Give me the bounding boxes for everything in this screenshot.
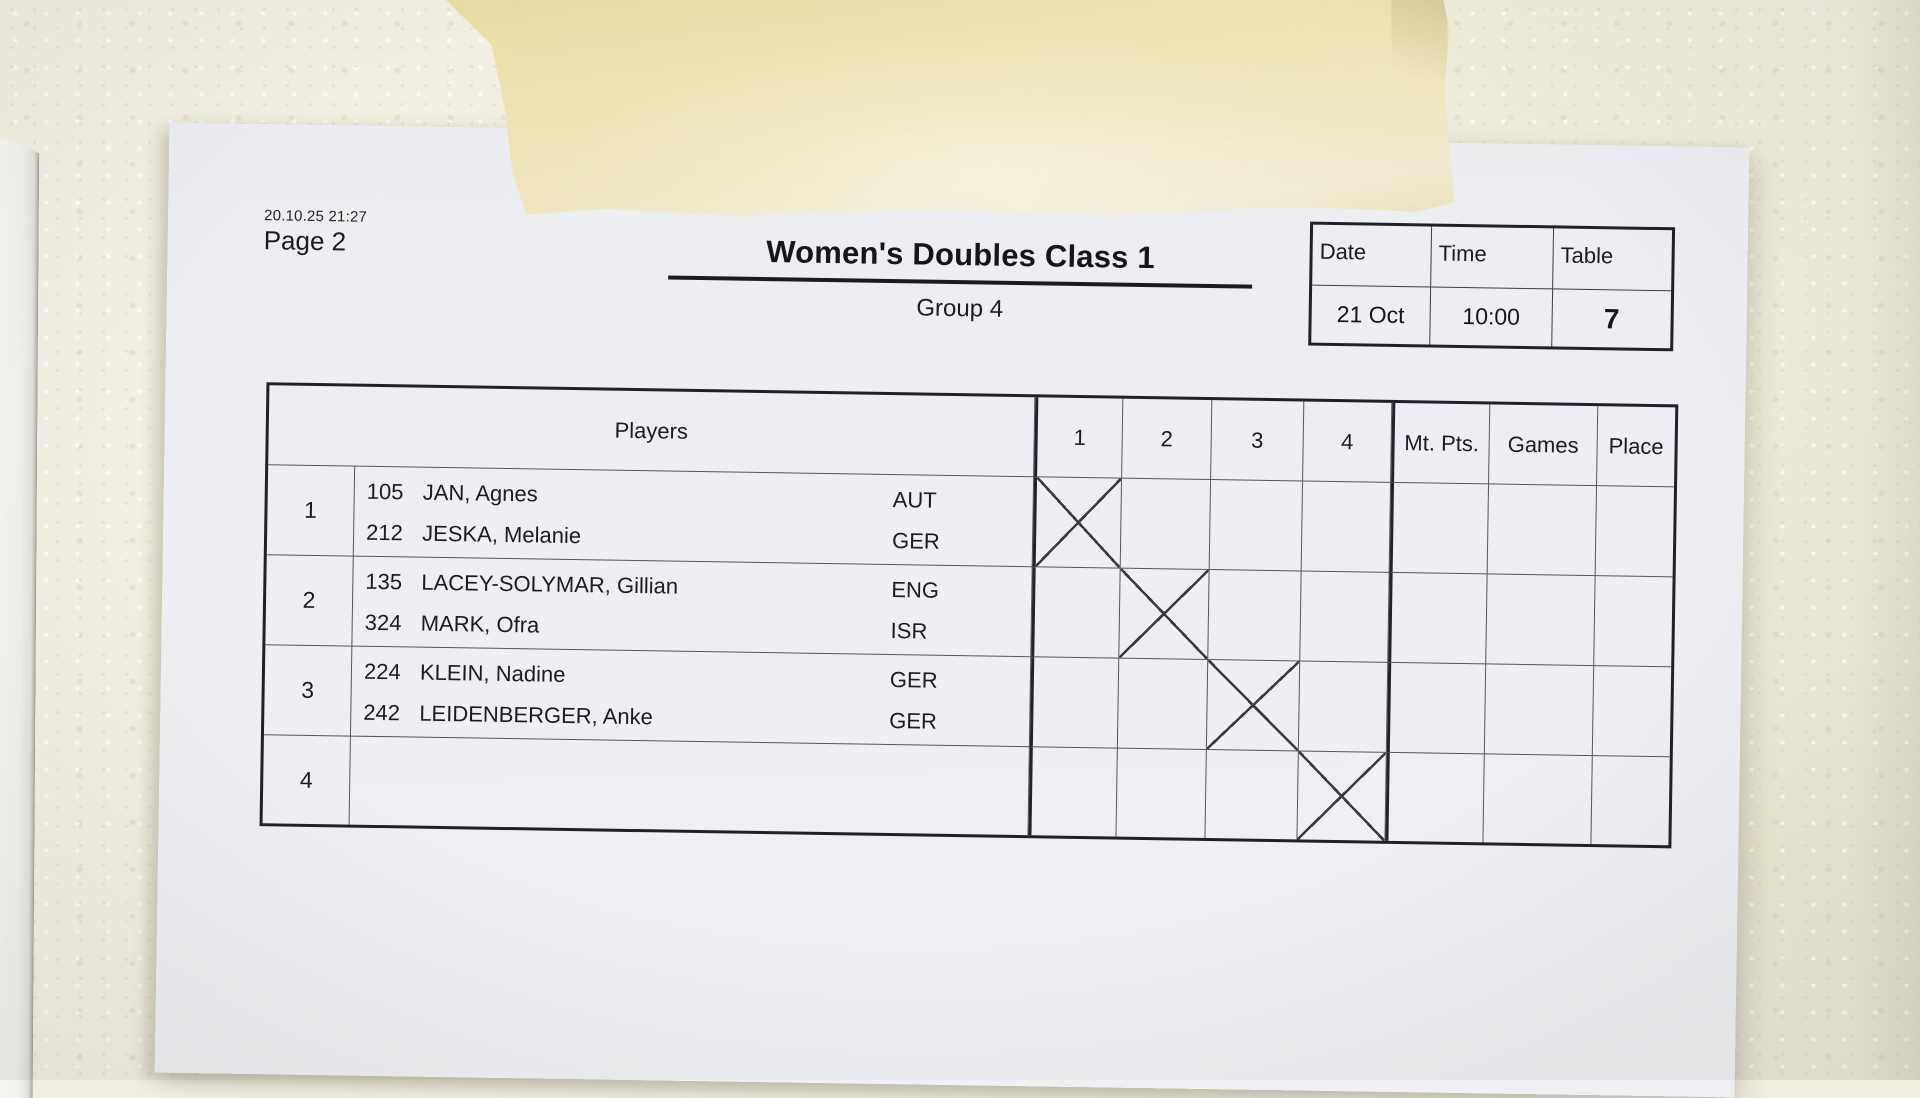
score-cell [1031, 567, 1121, 659]
player-line: 324 MARK, Ofra ISR [352, 603, 1031, 652]
players-column-header: Players [268, 385, 1036, 478]
match-points-cell [1385, 752, 1485, 843]
player-nationality: AUT [892, 487, 937, 513]
score-cell [1029, 657, 1120, 749]
player-name: JAN, Agnes [422, 479, 538, 507]
table-label: Table [1553, 228, 1673, 292]
player-line: 242 LEIDENBERGER, Anke GER [351, 693, 1030, 742]
player-number: 242 [363, 699, 401, 726]
player-number: 105 [366, 479, 404, 505]
match-points-cell [1389, 482, 1490, 575]
score-cell [1120, 478, 1212, 571]
player-line: 212 JESKA, Melanie GER [354, 513, 1033, 562]
date-label: Date [1312, 224, 1433, 288]
time-value: 10:00 [1430, 287, 1554, 347]
player-number: 212 [365, 519, 404, 546]
score-cell [1301, 481, 1392, 573]
games-cell [1483, 754, 1593, 845]
date-value: 21 Oct [1311, 285, 1432, 345]
pair-cell: 224 KLEIN, Nadine GER 242 LEIDENBERGER, … [350, 646, 1032, 748]
score-cell [1116, 748, 1207, 839]
player-nationality: ISR [890, 617, 928, 644]
date-time-table-box: Date Time Table 21 Oct 10:00 7 [1308, 221, 1676, 352]
printed-datetime: 20.10.25 21:27 [263, 207, 368, 226]
player-nationality: ENG [891, 577, 940, 604]
crossed-score-cell [1297, 751, 1387, 841]
time-label: Time [1431, 226, 1555, 290]
score-sheet-paper: 20.10.25 21:27 Page 2 Women's Doubles Cl… [154, 122, 1750, 1098]
player-nationality: GER [889, 707, 938, 734]
pair-cell-empty [349, 736, 1030, 836]
player-number: 324 [364, 609, 402, 636]
player-number: 135 [365, 569, 403, 595]
masking-tape [427, 0, 1457, 226]
results-table: Players 1 2 3 4 Mt. Pts. Games Place 1 1… [259, 382, 1679, 849]
adjacent-paper-edge [0, 138, 39, 1098]
games-header: Games [1489, 404, 1599, 487]
player-name: LACEY-SOLYMAR, Gillian [421, 569, 679, 599]
round-header-4: 4 [1303, 401, 1393, 483]
match-points-cell [1388, 572, 1488, 665]
print-meta: 20.10.25 21:27 Page 2 [263, 207, 368, 257]
place-header: Place [1597, 406, 1676, 488]
row-number: 2 [265, 555, 354, 647]
pair-cell: 105 JAN, Agnes AUT 212 JESKA, Melanie GE… [353, 466, 1035, 568]
games-cell [1487, 484, 1598, 577]
place-cell [1592, 666, 1672, 758]
row-number: 3 [263, 645, 353, 737]
table-number-value: 7 [1603, 302, 1620, 334]
page-number: Page 2 [263, 224, 347, 257]
round-header-3: 3 [1211, 400, 1305, 482]
crossed-score-cell [1032, 477, 1123, 569]
crossed-score-cell [1206, 660, 1301, 752]
player-name: JESKA, Melanie [421, 520, 582, 548]
match-points-cell [1386, 662, 1487, 755]
player-name: MARK, Ofra [420, 610, 540, 638]
pair-cell: 135 LACEY-SOLYMAR, Gillian ENG 324 MARK,… [352, 556, 1033, 658]
games-cell [1486, 574, 1596, 667]
place-cell [1594, 576, 1673, 668]
player-number: 224 [363, 659, 401, 685]
player-nationality: GER [889, 667, 938, 694]
group-label: Group 4 [916, 293, 1004, 323]
round-header-2: 2 [1122, 398, 1213, 481]
round-header-1: 1 [1034, 397, 1124, 479]
wall-shadow-right [1850, 0, 1920, 1080]
crossed-score-cell [1119, 568, 1210, 661]
title-block: Women's Doubles Class 1 Group 4 [668, 233, 1253, 328]
score-cell [1208, 570, 1302, 662]
place-cell [1591, 756, 1669, 845]
score-cell [1209, 480, 1304, 572]
score-cell [1205, 750, 1299, 840]
match-points-header: Mt. Pts. [1391, 402, 1491, 485]
page-title: Women's Doubles Class 1 [765, 234, 1156, 276]
score-cell [1298, 661, 1389, 753]
row-number: 1 [266, 465, 356, 557]
place-cell [1595, 486, 1675, 578]
player-name: KLEIN, Nadine [419, 659, 566, 688]
score-cell [1028, 747, 1118, 837]
title-underline [668, 275, 1253, 289]
tape-fold-shadow [1391, 0, 1448, 105]
row-number: 4 [262, 735, 351, 825]
player-name: LEIDENBERGER, Anke [419, 700, 654, 730]
player-nationality: GER [891, 527, 940, 554]
games-cell [1484, 664, 1595, 757]
score-cell [1300, 571, 1390, 663]
score-cell [1117, 658, 1209, 751]
